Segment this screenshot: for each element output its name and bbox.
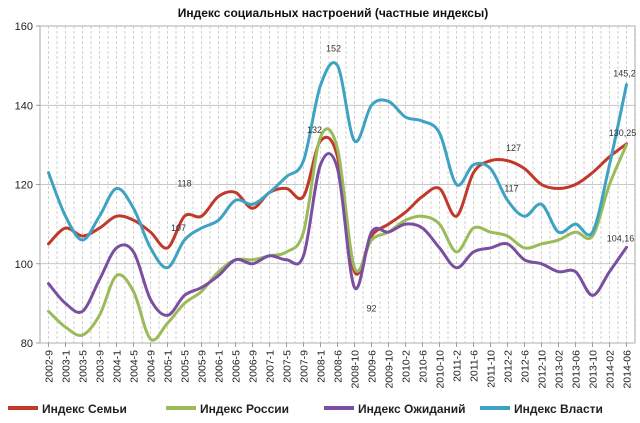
legend-label: Индекс Ожиданий [358,401,466,416]
x-tick-label: 2011-10 [486,350,498,388]
x-tick-label: 2012-6 [520,350,532,383]
x-tick-label: 2010-2 [401,350,413,383]
chart-legend: Индекс Семьи Индекс России Индекс Ожиданий… [8,401,640,421]
data-label: 127 [506,143,521,153]
y-tick-label: 160 [15,21,33,33]
x-tick-label: 2008-1 [316,350,328,383]
x-tick-label: 2005-9 [197,350,209,383]
x-tick-label: 2008-6 [333,350,345,383]
y-tick-label: 100 [15,259,33,271]
x-tick-label: 2004-1 [112,350,124,383]
legend-label: Индекс Власти [514,401,603,416]
y-axis: 80 100 120 140 160 [15,21,40,350]
x-tick-label: 2014-02 [605,350,617,389]
legend-label: Индекс Семьи [42,401,127,416]
data-label: 107 [171,223,186,233]
y-tick-label: 80 [21,338,33,350]
y-tick-label: 120 [15,180,33,192]
x-tick-label: 2011-6 [469,350,481,382]
legend-swatch [8,405,38,410]
x-tick-label: 2010-6 [418,350,430,383]
legend-swatch [324,405,354,410]
x-tick-label: 2010-10 [435,350,447,389]
x-tick-label: 2012-2 [503,350,515,383]
x-tick-label: 2007-1 [265,350,277,383]
y-tick-label: 140 [15,100,33,112]
legend-label: Индекс России [200,401,289,416]
x-tick-label: 2006-1 [214,350,226,383]
legend-swatch [166,405,196,410]
legend-item: Индекс Власти [480,401,603,416]
legend-item: Индекс Семьи [8,401,127,416]
chart-annotations: 118 107 132 152 92 127 117 145,2 130,25 104,16 [171,44,636,314]
legend-swatch [480,405,510,410]
x-tick-label: 2012-10 [537,350,549,389]
x-tick-label: 2009-10 [384,350,396,389]
x-tick-label: 2009-6 [367,350,379,383]
data-label: 152 [326,44,341,54]
series-line-4 [47,61,628,270]
x-tick-label: 2003-1 [61,350,73,383]
legend-item: Индекс России [166,401,289,416]
x-axis: 2002-9 2003-1 2003-5 2003-9 2004-1 2004-5 2004… [44,343,634,389]
data-label: 132 [307,125,322,135]
x-tick-label: 2003-5 [78,350,90,383]
chart-grid [39,25,636,344]
series-line-3 [47,152,628,317]
data-label: 92 [366,303,376,313]
x-tick-label: 2005-5 [180,350,192,383]
x-tick-label: 2014-06 [622,350,634,389]
chart-series-lines [47,61,628,342]
x-tick-label: 2006-5 [231,350,243,383]
x-tick-label: 2013-10 [588,350,600,389]
x-tick-label: 2004-9 [146,350,158,383]
x-tick-label: 2002-9 [44,350,56,383]
series-line-2 [47,127,628,342]
data-label: 145,2 [613,69,636,79]
legend-item: Индекс Ожиданий [324,401,466,416]
x-tick-label: 2007-9 [299,350,311,383]
data-label: 130,25 [609,128,637,138]
x-tick-label: 2004-5 [129,350,141,383]
x-tick-label: 2013-06 [571,350,583,389]
x-tick-label: 2007-5 [282,350,294,383]
chart-title: Индекс социальных настроений (частные ин… [178,6,488,20]
x-tick-label: 2011-2 [452,350,464,382]
data-label: 118 [177,178,191,188]
x-tick-label: 2013-02 [554,350,566,389]
x-tick-label: 2008-10 [350,350,362,389]
data-label: 117 [504,183,518,193]
line-chart: Индекс социальных настроений (частные ин… [15,6,637,389]
x-tick-label: 2005-1 [163,350,175,383]
x-tick-label: 2006-9 [248,350,260,383]
data-label: 104,16 [607,233,635,243]
x-tick-label: 2003-9 [95,350,107,383]
